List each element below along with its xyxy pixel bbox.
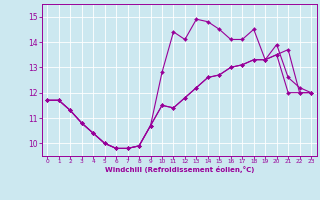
X-axis label: Windchill (Refroidissement éolien,°C): Windchill (Refroidissement éolien,°C)	[105, 166, 254, 173]
